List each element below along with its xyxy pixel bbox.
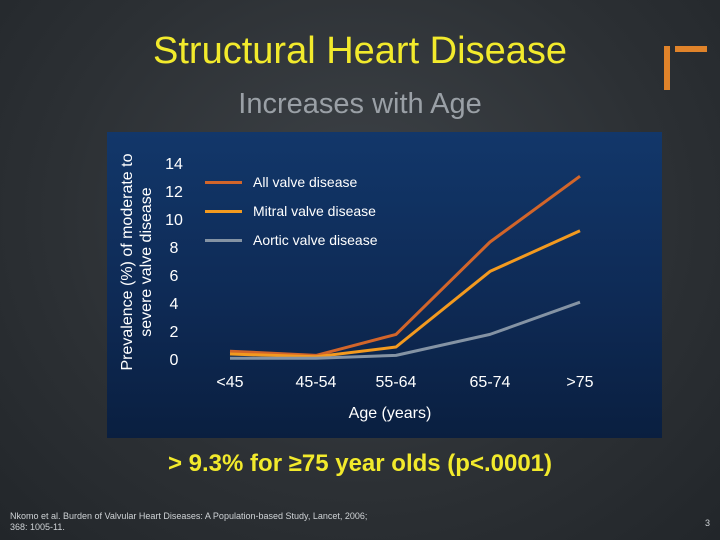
legend-swatch [205,210,242,213]
x-tick-label: 45-54 [295,374,337,391]
conclusion-text: > 9.3% for ≥75 year olds (p<.0001) [167,450,553,477]
slide-title: Structural Heart Disease [153,30,567,72]
citation-footnote: Nkomo et al. Burden of Valvular Heart Di… [10,511,368,532]
y-tick-label: 4 [169,296,179,313]
y-tick-label: 6 [169,268,179,285]
y-tick-label: 10 [165,212,183,229]
x-tick-label: <45 [216,374,244,391]
series-line-aortic-valve-disease [230,300,581,360]
y-tick-label: 14 [165,156,183,173]
series-line-mitral-valve-disease [229,229,581,359]
legend-label: Mitral valve disease [253,203,376,219]
legend-swatch [205,181,242,184]
x-tick-label: 55-64 [375,374,417,391]
legend-label: Aortic valve disease [253,232,378,248]
x-tick-label: >75 [566,374,594,391]
legend-label: All valve disease [253,174,358,190]
series-line-all-valve-disease [229,174,581,357]
slide-number: 3 [704,518,710,528]
y-tick-label: 12 [165,184,183,201]
x-axis-label: Age (years) [348,405,432,422]
x-tick-label: 65-74 [469,374,511,391]
y-tick-label: 8 [169,240,179,257]
legend-swatch [205,239,242,242]
slide-subtitle: Increases with Age [238,88,482,120]
accent-bar-horizontal [675,46,707,52]
accent-bar-vertical [664,46,670,90]
y-tick-label: 0 [169,352,179,369]
y-tick-label: 2 [169,324,179,341]
